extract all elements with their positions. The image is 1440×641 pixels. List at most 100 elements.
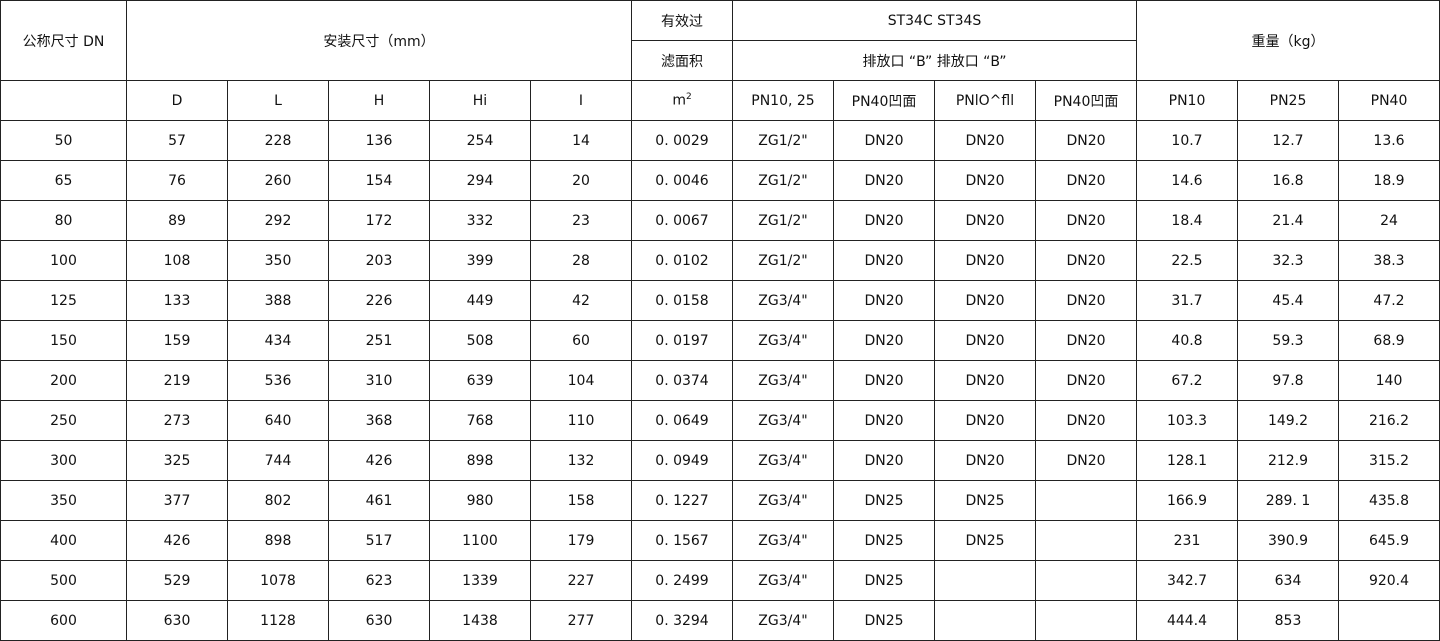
table-row: 150 159 434 251 508 60 0. 0197 ZG3/4" DN20 DN20 DN… xyxy=(0,320,1440,361)
subheader-cell: L xyxy=(227,80,329,121)
header-row-1: 公称尺寸 DN 安装尺寸（mm） 有效过 ST34C ST34S 重量（kg） xyxy=(0,0,1440,81)
subheader-label: m xyxy=(672,92,686,109)
table-cell: 461 xyxy=(328,480,430,521)
table-cell: 634 xyxy=(1237,560,1339,601)
subheader-cell: m2 xyxy=(631,80,733,121)
table-cell: 377 xyxy=(126,480,228,521)
table-cell: 23 xyxy=(530,200,632,241)
table-cell: 166.9 xyxy=(1136,480,1238,521)
table-cell: 1100 xyxy=(429,520,531,561)
table-cell: 125 xyxy=(0,280,127,321)
table-cell: 10.7 xyxy=(1136,120,1238,161)
table-cell: DN20 xyxy=(934,400,1036,441)
table-cell: DN20 xyxy=(934,320,1036,361)
table-cell: 0. 0158 xyxy=(631,280,733,321)
header-empty xyxy=(0,80,127,121)
table-cell: 332 xyxy=(429,200,531,241)
table-row: 65 76 260 154 294 20 0. 0046 ZG1/2" DN20 DN20 DN20… xyxy=(0,160,1440,201)
table-cell: ZG3/4" xyxy=(732,360,834,401)
table-cell: DN20 xyxy=(934,200,1036,241)
table-cell: DN20 xyxy=(833,320,935,361)
subheader-cell: Hi xyxy=(429,80,531,121)
table-cell: 434 xyxy=(227,320,329,361)
table-cell: 159 xyxy=(126,320,228,361)
subheader-label: PN40凹面 xyxy=(851,93,917,110)
table-cell: DN20 xyxy=(1035,120,1137,161)
table-cell: DN25 xyxy=(934,480,1036,521)
table-cell: 388 xyxy=(227,280,329,321)
header-filter-top: 有效过 xyxy=(631,0,733,41)
table-cell: ZG3/4" xyxy=(732,400,834,441)
table-cell: 640 xyxy=(227,400,329,441)
table-cell: 67.2 xyxy=(1136,360,1238,401)
table-cell: 47.2 xyxy=(1338,280,1440,321)
table-cell: 22.5 xyxy=(1136,240,1238,281)
table-cell: DN25 xyxy=(833,520,935,561)
table-cell: 42 xyxy=(530,280,632,321)
table-cell: 292 xyxy=(227,200,329,241)
table-cell: 158 xyxy=(530,480,632,521)
table-cell: 18.9 xyxy=(1338,160,1440,201)
table-cell: 133 xyxy=(126,280,228,321)
table-cell: 179 xyxy=(530,520,632,561)
table-cell: 228 xyxy=(227,120,329,161)
subheader-cell: PN10, 25 xyxy=(732,80,834,121)
table-cell: 390.9 xyxy=(1237,520,1339,561)
table-cell: 200 xyxy=(0,360,127,401)
subheader-label: PN40 xyxy=(1370,92,1408,109)
subheader-label: L xyxy=(274,92,282,109)
table-cell: 14.6 xyxy=(1136,160,1238,201)
table-cell: 97.8 xyxy=(1237,360,1339,401)
table-cell: DN20 xyxy=(833,200,935,241)
table-cell: 60 xyxy=(530,320,632,361)
header-model: ST34C ST34S xyxy=(732,0,1137,41)
subheader-cell: D xyxy=(126,80,228,121)
table-cell: 529 xyxy=(126,560,228,601)
table-cell: DN20 xyxy=(1035,240,1137,281)
table-cell: 108 xyxy=(126,240,228,281)
table-cell: DN20 xyxy=(833,400,935,441)
table-cell xyxy=(934,600,1036,641)
table-cell xyxy=(1035,600,1137,641)
subheader-label: PN10, 25 xyxy=(751,92,815,109)
table-cell: 399 xyxy=(429,240,531,281)
table-row: 500 529 1078 623 1339 227 0. 2499 ZG3/4" DN25 342… xyxy=(0,560,1440,601)
table-cell: ZG3/4" xyxy=(732,560,834,601)
table-cell: DN20 xyxy=(934,360,1036,401)
table-cell: 1339 xyxy=(429,560,531,601)
table-cell: 289. 1 xyxy=(1237,480,1339,521)
table-cell: ZG3/4" xyxy=(732,480,834,521)
header-install: 安装尺寸（mm） xyxy=(126,0,632,81)
table-cell: DN20 xyxy=(1035,360,1137,401)
subheader-label: I xyxy=(578,92,584,109)
table-row: 80 89 292 172 332 23 0. 0067 ZG1/2" DN20 DN20 DN20… xyxy=(0,200,1440,241)
table-cell: 110 xyxy=(530,400,632,441)
table-cell: 50 xyxy=(0,120,127,161)
table-cell: 400 xyxy=(0,520,127,561)
table-cell: 0. 3294 xyxy=(631,600,733,641)
table-cell: 45.4 xyxy=(1237,280,1339,321)
table-cell: 32.3 xyxy=(1237,240,1339,281)
table-cell: DN25 xyxy=(934,520,1036,561)
table-cell: 31.7 xyxy=(1136,280,1238,321)
table-cell: 630 xyxy=(328,600,430,641)
table-cell: 128.1 xyxy=(1136,440,1238,481)
table-cell: ZG3/4" xyxy=(732,520,834,561)
table-cell: DN20 xyxy=(1035,160,1137,201)
table-cell: 536 xyxy=(227,360,329,401)
table-cell: 435.8 xyxy=(1338,480,1440,521)
table-cell: 0. 1567 xyxy=(631,520,733,561)
table-cell: 140 xyxy=(1338,360,1440,401)
table-cell: 623 xyxy=(328,560,430,601)
table-cell: 325 xyxy=(126,440,228,481)
table-row: 600 630 1128 630 1438 277 0. 3294 ZG3/4" DN25 444… xyxy=(0,600,1440,641)
table-cell: 920.4 xyxy=(1338,560,1440,601)
table-cell: DN20 xyxy=(833,280,935,321)
table-cell: 449 xyxy=(429,280,531,321)
table-cell: ZG1/2" xyxy=(732,240,834,281)
table-cell: ZG1/2" xyxy=(732,120,834,161)
subheader-cell: H xyxy=(328,80,430,121)
subheader-label: PN40凹面 xyxy=(1053,93,1119,110)
table-cell: 216.2 xyxy=(1338,400,1440,441)
table-cell: 1128 xyxy=(227,600,329,641)
